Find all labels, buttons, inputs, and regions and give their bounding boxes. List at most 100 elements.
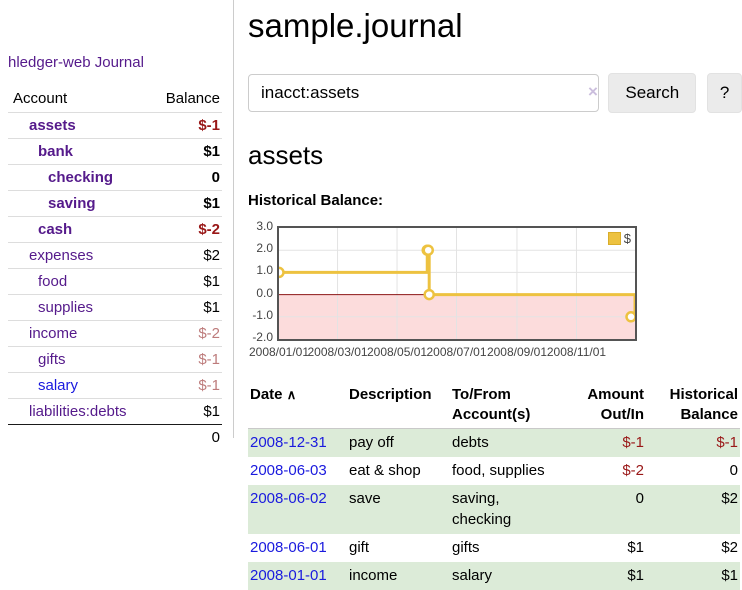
transaction-amount: $-1 <box>622 434 644 451</box>
register-row: 2008-06-01 gift gifts $1 $2 <box>248 534 740 562</box>
transaction-date-link[interactable]: 2008-01-01 <box>250 567 327 584</box>
accounts-header-account: Account <box>13 90 68 107</box>
chart-legend: $ <box>607 231 631 246</box>
x-axis-tick-label: 2008/07/01 <box>426 345 487 359</box>
account-row: bank $1 <box>8 138 222 165</box>
transaction-balance: 0 <box>729 462 738 479</box>
chart-title: Historical Balance: <box>248 192 384 209</box>
y-axis-tick-label: 0.0 <box>256 285 273 300</box>
legend-swatch <box>607 232 621 245</box>
y-axis-tick-label: 1.0 <box>256 263 273 278</box>
register-header-amount: Amount Out/In <box>560 382 646 429</box>
account-heading: assets <box>248 140 324 170</box>
transaction-amount: $-2 <box>622 462 644 479</box>
chart-plot-area: $ <box>273 226 637 341</box>
historical-balance-chart: $ 3.0 2.0 1.0 0.0 -1.0 -2.0 2008/01/01 2008/03… <box>248 220 742 360</box>
account-balance: $2 <box>152 242 222 269</box>
account-row: expenses $2 <box>8 242 222 269</box>
transaction-accounts: debts <box>452 434 489 451</box>
register-header-balance: Historical Balance <box>646 382 740 429</box>
account-balance: $1 <box>152 268 222 295</box>
account-balance: $-1 <box>152 346 222 373</box>
account-link-supplies[interactable]: supplies <box>38 299 94 316</box>
x-axis-tick-label: 2008/11/01 <box>546 345 607 359</box>
brand-link[interactable]: hledger-web <box>8 54 91 71</box>
account-link-assets[interactable]: assets <box>29 117 76 134</box>
account-row: food $1 <box>8 268 222 295</box>
accounts-total-value: 0 <box>152 424 222 452</box>
account-link-saving[interactable]: saving <box>48 195 96 212</box>
y-axis-tick-label: 2.0 <box>256 241 273 256</box>
account-balance: $1 <box>152 398 222 425</box>
account-link-salary[interactable]: salary <box>38 377 79 394</box>
y-axis-tick-label: 3.0 <box>256 219 273 233</box>
register-row: 2008-06-03 eat & shop food, supplies $-2… <box>248 457 740 485</box>
transaction-date-link[interactable]: 2008-06-03 <box>250 462 327 479</box>
transaction-balance: $2 <box>721 539 738 556</box>
register-table: Date ∧ Description To/From Account(s) Am… <box>248 382 740 590</box>
y-axis-tick-label: -1.0 <box>252 307 273 322</box>
x-axis-tick-label: 2008/01/01 <box>248 345 310 359</box>
account-link-cash[interactable]: cash <box>38 221 73 238</box>
account-link-expenses[interactable]: expenses <box>29 247 94 264</box>
help-button[interactable]: ? <box>707 73 742 113</box>
register-row: 2008-06-02 save saving, checking 0 $2 <box>248 485 740 534</box>
account-row: checking 0 <box>8 164 222 191</box>
account-row: liabilities:debts $1 <box>8 398 222 425</box>
transaction-date-link[interactable]: 2008-12-31 <box>250 434 327 451</box>
legend-label: $ <box>623 231 631 246</box>
account-row: income $-2 <box>8 320 222 347</box>
transaction-amount: 0 <box>635 490 644 507</box>
sort-ascending-icon: ∧ <box>286 387 297 402</box>
transaction-description: eat & shop <box>349 462 421 479</box>
account-row: gifts $-1 <box>8 346 222 373</box>
search-form: × Search ? <box>248 73 742 113</box>
account-row: assets $-1 <box>8 112 222 139</box>
sidebar-item-journal[interactable]: Journal <box>94 54 144 71</box>
register-row: 2008-12-31 pay off debts $-1 $-1 <box>248 428 740 457</box>
account-link-bank[interactable]: bank <box>38 143 74 160</box>
account-row: salary $-1 <box>8 372 222 399</box>
y-axis-tick-label: -2.0 <box>252 330 273 344</box>
account-row: cash $-2 <box>8 216 222 243</box>
data-point <box>625 311 637 323</box>
search-button[interactable]: Search <box>608 73 697 113</box>
register-header-date[interactable]: Date ∧ <box>248 382 347 429</box>
register-header-accounts: To/From Account(s) <box>450 382 560 429</box>
account-link-gifts[interactable]: gifts <box>38 351 66 368</box>
transaction-amount: $1 <box>627 539 644 556</box>
transaction-balance: $2 <box>721 490 738 507</box>
search-input[interactable] <box>248 74 600 112</box>
accounts-table: Account Balance assets $-1 bank $1 check… <box>8 86 222 452</box>
clear-search-icon[interactable]: × <box>588 82 598 101</box>
sidebar: hledger-web Journal Account Balance asse… <box>0 0 234 452</box>
x-axis-tick-label: 2008/05/01 <box>366 345 428 359</box>
transaction-date-link[interactable]: 2008-06-02 <box>250 490 327 507</box>
account-balance: 0 <box>152 164 222 191</box>
transaction-accounts: gifts <box>452 539 480 556</box>
accounts-header-balance: Balance <box>165 90 220 107</box>
account-balance: $1 <box>152 190 222 217</box>
x-axis-tick-label: 2008/09/01 <box>486 345 547 359</box>
transaction-date-link[interactable]: 2008-06-01 <box>250 539 327 556</box>
account-row: supplies $1 <box>8 294 222 321</box>
register-row: 2008-01-01 income salary $1 $1 <box>248 562 740 590</box>
account-balance: $-1 <box>152 372 222 399</box>
transaction-accounts: food, supplies <box>452 462 545 479</box>
account-link-liabilities-debts[interactable]: liabilities:debts <box>29 403 127 420</box>
account-balance: $-1 <box>152 112 222 139</box>
transaction-accounts: salary <box>452 567 493 584</box>
data-point <box>422 244 434 256</box>
x-axis-tick-label: 2008/03/01 <box>307 345 368 359</box>
account-link-income[interactable]: income <box>29 325 78 342</box>
main-content: sample.journal × Search ? assets Histori… <box>248 0 742 590</box>
transaction-balance: $-1 <box>716 434 738 451</box>
transaction-description: gift <box>349 539 370 556</box>
account-balance: $1 <box>152 138 222 165</box>
account-link-checking[interactable]: checking <box>48 169 114 186</box>
account-row: saving $1 <box>8 190 222 217</box>
account-link-food[interactable]: food <box>38 273 68 290</box>
transaction-balance: $1 <box>721 567 738 584</box>
account-balance: $-2 <box>152 216 222 243</box>
transaction-amount: $1 <box>627 567 644 584</box>
